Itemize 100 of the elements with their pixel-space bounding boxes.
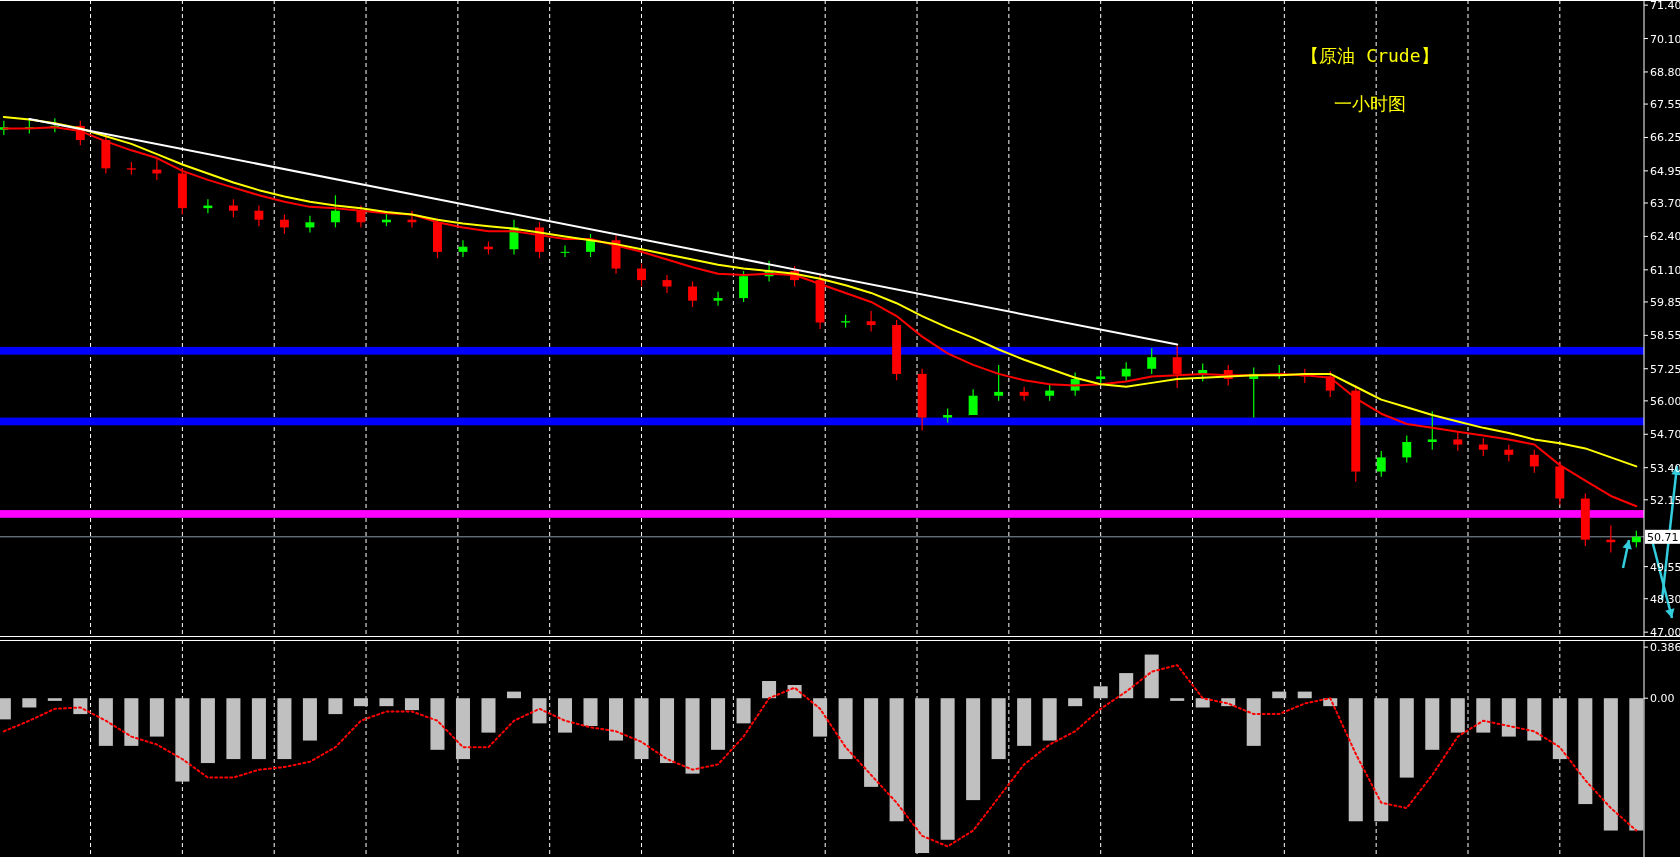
bar — [481, 698, 496, 733]
bar — [532, 698, 547, 724]
y-tick-label: 66.25 — [1650, 131, 1680, 145]
candlestick — [1427, 410, 1437, 451]
bar — [762, 681, 777, 699]
text: 【原油 Crude】 — [1301, 45, 1439, 66]
bar — [200, 698, 215, 764]
y-tick-label: 64.95 — [1650, 164, 1680, 178]
y-tick-label: 68.80 — [1650, 65, 1680, 79]
bar — [47, 698, 62, 701]
bar — [864, 698, 879, 787]
candlestick — [254, 204, 264, 227]
bar — [1552, 698, 1567, 760]
bar — [1093, 686, 1108, 699]
bar — [1119, 673, 1134, 699]
bar — [1297, 691, 1312, 699]
candlestick — [1376, 450, 1386, 478]
bar — [1578, 698, 1593, 805]
bar — [660, 698, 675, 764]
bar — [455, 698, 470, 760]
candlestick — [994, 364, 1004, 402]
candlestick — [713, 291, 723, 307]
bar — [1476, 698, 1491, 733]
y-tick-label: 58.55 — [1650, 329, 1680, 343]
line-series — [2, 664, 1638, 848]
bar — [557, 698, 573, 733]
bar — [98, 698, 113, 746]
bar — [634, 698, 649, 760]
bar — [124, 698, 139, 746]
candlestick — [866, 310, 876, 333]
y-tick-label: 71.40 — [1650, 0, 1680, 13]
candlestick — [330, 194, 340, 229]
bar — [1068, 698, 1083, 707]
candlestick — [305, 215, 315, 234]
bar — [1374, 698, 1389, 822]
bar — [353, 698, 368, 707]
y-tick-label: 0.386 — [1650, 641, 1680, 655]
bar — [685, 698, 700, 774]
y-tick-label: 62.40 — [1650, 230, 1680, 244]
candlestick — [968, 388, 978, 416]
y-tick-label: 56.00 — [1650, 394, 1680, 408]
bar — [1501, 698, 1516, 737]
bar — [1272, 691, 1287, 699]
bar — [277, 698, 292, 760]
y-tick-label: 59.85 — [1650, 295, 1680, 309]
bar — [940, 698, 955, 840]
candlestick — [1402, 434, 1412, 464]
bar — [149, 698, 164, 737]
y-tick-label: 47.00 — [1650, 626, 1680, 640]
bar — [506, 691, 521, 699]
bar — [736, 698, 751, 724]
ref-line-label: 50.71 — [1647, 530, 1679, 544]
bar — [1144, 654, 1159, 699]
y-tick-label: 63.70 — [1650, 197, 1680, 211]
candlestick — [1529, 449, 1539, 474]
bar — [838, 698, 853, 760]
bar — [430, 698, 445, 750]
y-tick-label: 61.10 — [1650, 263, 1680, 277]
candlestick — [1121, 361, 1131, 383]
bar — [1425, 698, 1440, 750]
bar — [711, 698, 726, 750]
y-tick-label: 53.40 — [1650, 461, 1680, 475]
candlestick — [586, 233, 595, 258]
candlestick — [739, 270, 749, 303]
bar — [328, 698, 343, 715]
bar — [1017, 698, 1032, 746]
bar — [1042, 698, 1057, 741]
bar — [175, 698, 190, 782]
candlestick — [688, 280, 698, 308]
bar — [1527, 698, 1542, 741]
bar — [226, 698, 241, 760]
bar — [1603, 698, 1618, 831]
candlestick — [1172, 343, 1182, 389]
bar — [609, 698, 624, 741]
bar — [1450, 698, 1465, 733]
bar — [1246, 698, 1261, 746]
y-tick-label: 57.25 — [1650, 362, 1680, 376]
bar — [404, 698, 419, 711]
bar — [22, 698, 37, 708]
bar — [915, 698, 930, 854]
y-tick-label: 54.70 — [1650, 428, 1680, 442]
bar — [1629, 698, 1644, 831]
y-tick-label: 0.00 — [1650, 692, 1675, 706]
candlestick — [662, 274, 672, 294]
y-tick-label: 67.55 — [1650, 98, 1680, 112]
bar — [251, 698, 266, 760]
text: 一小时图 — [1334, 93, 1406, 114]
bar — [1170, 698, 1185, 701]
bar — [966, 698, 981, 801]
candlestick — [637, 262, 646, 288]
bar — [889, 698, 904, 822]
candlestick — [1147, 347, 1157, 375]
y-tick-label: 70.10 — [1650, 32, 1680, 46]
candlestick — [356, 204, 366, 229]
bar — [813, 698, 828, 737]
bar — [302, 698, 317, 741]
bar — [1348, 698, 1363, 822]
bar — [991, 698, 1006, 760]
candlestick — [1453, 431, 1463, 452]
bar — [379, 698, 394, 707]
